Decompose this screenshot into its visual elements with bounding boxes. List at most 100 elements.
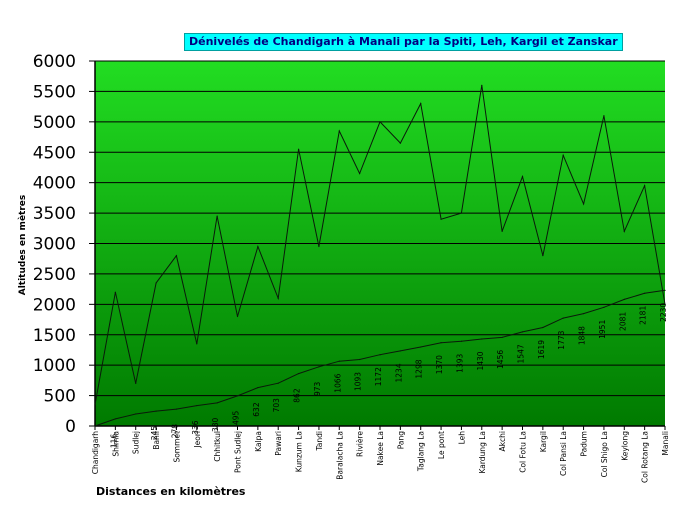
x-tick-label: Padum — [580, 431, 589, 457]
data-point — [603, 306, 605, 308]
data-label: 278 — [170, 424, 179, 439]
data-point — [175, 408, 178, 410]
data-point — [196, 343, 198, 345]
data-label: 2081 — [618, 312, 627, 331]
y-tick-label: 5000 — [33, 113, 76, 133]
data-label: 245 — [150, 426, 159, 441]
data-point — [257, 245, 259, 248]
data-point — [623, 298, 625, 301]
data-label: 1393 — [455, 353, 464, 372]
data-label: 1951 — [598, 320, 607, 339]
data-label: 1848 — [578, 326, 587, 345]
x-tick-label: Rivière — [356, 431, 365, 457]
data-point — [481, 84, 483, 86]
data-point — [277, 297, 279, 299]
data-points — [94, 84, 666, 427]
data-label: 1547 — [517, 344, 526, 363]
data-point — [216, 215, 218, 217]
data-point — [379, 121, 381, 123]
data-point — [623, 230, 625, 232]
data-point — [521, 331, 524, 333]
data-point — [236, 395, 239, 397]
data-point — [399, 350, 401, 352]
data-point — [318, 245, 320, 248]
x-tick-label: Akchi — [498, 431, 507, 451]
data-label: 1093 — [354, 372, 363, 391]
data-label: 116 — [109, 434, 118, 449]
x-tick-label: Taglang La — [417, 431, 426, 472]
data-labels: 116 245 278 336 380 495 632 703 862 973 1066 1093 11… — [109, 303, 668, 449]
data-label: 1234 — [394, 363, 403, 382]
data-point — [542, 326, 544, 329]
data-point — [644, 292, 646, 294]
y-tick-label: 1000 — [33, 356, 76, 376]
y-tick-label: 0 — [65, 417, 76, 437]
data-label: 2181 — [639, 306, 648, 325]
data-label: 2230 — [659, 303, 668, 322]
data-point — [135, 413, 137, 415]
data-label: 495 — [232, 411, 241, 426]
y-tick-label: 4000 — [33, 174, 76, 194]
x-tick-label: Pang — [396, 431, 405, 450]
data-point — [155, 282, 157, 284]
data-point — [114, 418, 116, 420]
x-tick-label: Sudlej — [132, 431, 141, 454]
x-tick-label: Kalpa — [254, 431, 263, 452]
data-point — [379, 354, 381, 356]
data-point — [175, 255, 178, 257]
y-tick-label: 3500 — [33, 204, 76, 224]
data-point — [155, 410, 157, 412]
data-point — [603, 115, 605, 117]
data-point — [481, 338, 483, 340]
data-point — [664, 289, 666, 291]
x-tick-label: Col Shigo La — [600, 431, 609, 477]
data-point — [196, 404, 198, 407]
y-tick-label: 6000 — [33, 52, 76, 72]
data-point — [338, 360, 340, 362]
data-label: 1773 — [557, 330, 566, 349]
data-point — [664, 303, 666, 305]
x-tick-label: Col Fotu La — [519, 431, 528, 473]
data-point — [501, 336, 503, 339]
data-point — [644, 185, 646, 187]
x-tick-label: Pawari — [274, 431, 283, 456]
data-point — [359, 172, 361, 175]
data-point — [521, 175, 524, 178]
x-tick-label: Sommet — [172, 431, 181, 463]
x-tick-label: Col Pansi La — [559, 431, 568, 476]
data-label: 1066 — [333, 373, 342, 392]
data-point — [338, 130, 340, 132]
data-point — [216, 402, 218, 404]
data-point — [562, 154, 564, 156]
x-tick-label: Jeori — [193, 431, 202, 449]
data-point — [135, 382, 137, 385]
data-label: 1456 — [496, 350, 505, 369]
data-point — [542, 255, 544, 257]
data-label: 632 — [252, 402, 261, 417]
x-tick-label: Shimla — [111, 431, 120, 457]
data-point — [420, 102, 422, 105]
data-label: 1298 — [415, 359, 424, 378]
data-point — [562, 317, 564, 319]
x-tick-label: Kardung La — [478, 431, 487, 474]
data-label: 380 — [211, 418, 220, 433]
data-label: 1619 — [537, 340, 546, 359]
y-tick-label: 2000 — [33, 295, 76, 315]
data-point — [582, 203, 585, 205]
data-label: 336 — [191, 420, 200, 435]
x-tick-label: Kargil — [539, 431, 548, 452]
x-axis: Chandigarh Shimla Sudlej Bahli Sommet Jeori Ch… — [91, 425, 670, 483]
y-axis: 0 500 1000 1500 2000 2500 3000 3500 4000 4500 5000… — [33, 52, 96, 437]
data-label: 1370 — [435, 355, 444, 374]
y-tick-label: 1500 — [33, 326, 76, 346]
data-point — [236, 315, 239, 318]
x-tick-label: Leh — [457, 431, 466, 445]
x-tick-label: Kunzum La — [295, 431, 304, 472]
x-tick-label: Nakee La — [376, 431, 385, 466]
data-point — [297, 148, 300, 150]
x-tick-label: Chandigarh — [91, 431, 100, 474]
data-point — [460, 212, 463, 214]
x-tick-label: Le pont — [437, 431, 446, 459]
data-point — [94, 404, 96, 406]
